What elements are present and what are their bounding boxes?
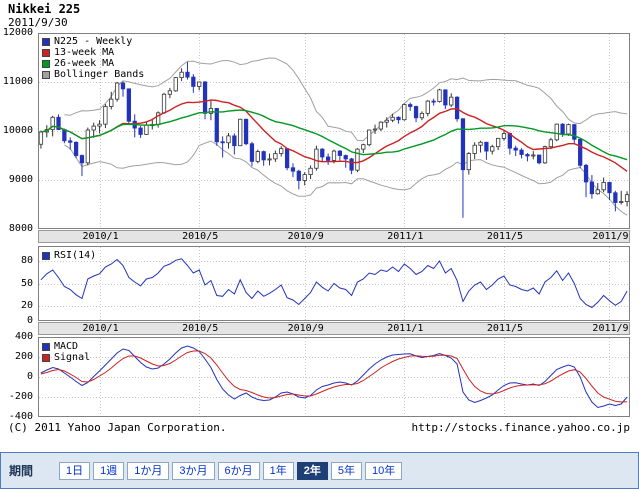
- period-button-1か月[interactable]: 1か月: [127, 461, 170, 480]
- legend-swatch-icon: [42, 48, 50, 57]
- axis-tick-label: 400: [14, 331, 33, 342]
- axis-tick-label: 11000: [2, 76, 33, 87]
- axis-tick-label: -400: [8, 411, 33, 422]
- period-button-2年[interactable]: 2年: [296, 461, 328, 480]
- legend-swatch-icon: [42, 59, 50, 68]
- date-tick-label: 2011/1: [387, 323, 424, 334]
- axis-tick-label: 0: [26, 371, 33, 382]
- legend-swatch-icon: [42, 251, 50, 260]
- footer: (C) 2011 Yahoo Japan Corporation. http:/…: [8, 421, 630, 434]
- macd-chart-legend: MACD Signal: [42, 341, 90, 363]
- date-tick-label: 2011/9: [592, 231, 629, 242]
- date-tick-label: 2011/5: [486, 231, 524, 242]
- date-tick-label: 2011/5: [486, 323, 524, 334]
- axis-tick-label: 8000: [8, 223, 33, 234]
- period-button-5年[interactable]: 5年: [330, 461, 363, 480]
- macd-chart: [38, 337, 630, 417]
- date-axis-lower: 2010/1 2010/5 2010/9 2011/1 2011/5 2011/9: [38, 322, 630, 335]
- legend-item: 26-week MA: [42, 58, 144, 69]
- legend-item: MACD: [42, 341, 90, 352]
- date-tick-label: 2010/9: [287, 323, 324, 334]
- price-chart: [38, 33, 630, 229]
- axis-tick-label: 50: [20, 277, 33, 289]
- period-buttons: 1日 1週 1か月 3か月 6か月 1年 2年 5年 10年: [59, 461, 405, 480]
- axis-tick-label: 20: [20, 300, 33, 311]
- period-button-6か月[interactable]: 6か月: [217, 461, 260, 480]
- price-axis-labels: 12000 11000 10000 9000 8000: [0, 28, 36, 234]
- date-tick-label: 2011/9: [592, 323, 629, 334]
- legend-label: 13-week MA: [54, 47, 115, 58]
- legend-swatch-icon: [42, 70, 50, 79]
- period-button-1日[interactable]: 1日: [59, 461, 91, 480]
- copyright-text: (C) 2011 Yahoo Japan Corporation.: [8, 421, 227, 434]
- source-url: http://stocks.finance.yahoo.co.jp: [411, 421, 630, 434]
- axis-tick-label: 200: [14, 351, 33, 362]
- date-tick-label: 2010/9: [287, 231, 324, 242]
- legend-label: 26-week MA: [54, 58, 115, 69]
- legend-item: Signal: [42, 352, 90, 363]
- period-label: 期間: [9, 464, 34, 478]
- legend-swatch-icon: [42, 342, 50, 351]
- period-bar: 期間 1日 1週 1か月 3か月 6か月 1年 2年 5年 10年: [0, 452, 639, 489]
- axis-tick-label: 10000: [2, 125, 33, 136]
- legend-label: MACD: [54, 341, 79, 352]
- legend-item: 13-week MA: [42, 47, 144, 58]
- legend-label: Bollinger Bands: [54, 69, 145, 80]
- period-button-3か月[interactable]: 3か月: [172, 461, 215, 480]
- legend-label: Signal: [54, 352, 91, 363]
- axis-tick-label: -200: [8, 391, 33, 402]
- legend-swatch-icon: [42, 353, 50, 362]
- chart-date: 2011/9/30: [8, 16, 68, 29]
- period-button-10年[interactable]: 10年: [365, 461, 403, 480]
- date-axis-upper: 2010/1 2010/5 2010/9 2011/1 2011/5 2011/9: [38, 230, 630, 243]
- date-tick-label: 2010/5: [182, 323, 219, 334]
- price-chart-legend: N225 - Weekly 13-week MA 26-week MA Bolling…: [42, 36, 144, 80]
- legend-label: N225 - Weekly: [54, 36, 133, 47]
- rsi-chart: [38, 246, 630, 321]
- page-title: Nikkei 225: [8, 2, 81, 16]
- date-tick-label: 2010/1: [82, 231, 119, 242]
- legend-label: RSI(14): [54, 250, 97, 261]
- axis-tick-label: 80: [20, 255, 33, 266]
- legend-item: RSI(14): [42, 250, 96, 261]
- date-tick-label: 2010/1: [82, 323, 119, 334]
- axis-tick-label: 9000: [8, 174, 33, 185]
- rsi-axis-labels: 80 50 20 0: [0, 246, 36, 326]
- axis-tick-label: 0: [26, 315, 33, 326]
- macd-axis-labels: 400 200 0 -200 -400: [0, 332, 36, 422]
- period-button-1年[interactable]: 1年: [262, 461, 294, 480]
- axis-tick-label: 12000: [2, 27, 33, 38]
- period-button-1週[interactable]: 1週: [93, 461, 125, 480]
- legend-item: Bollinger Bands: [42, 69, 144, 80]
- rsi-chart-legend: RSI(14): [42, 250, 96, 261]
- legend-swatch-icon: [42, 37, 50, 46]
- date-tick-label: 2010/5: [182, 231, 219, 242]
- legend-item: N225 - Weekly: [42, 36, 144, 47]
- date-tick-label: 2011/1: [387, 231, 424, 242]
